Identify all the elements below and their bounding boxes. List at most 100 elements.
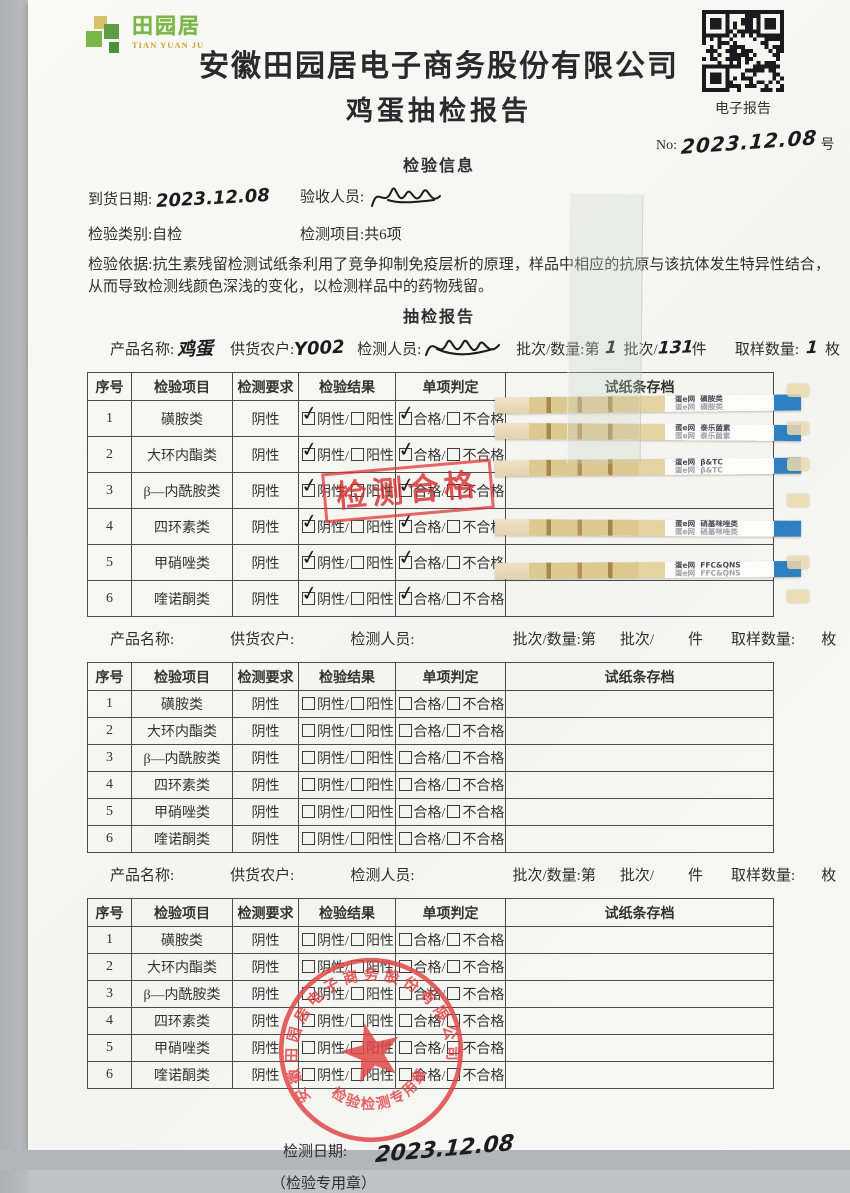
checkbox-pass xyxy=(398,933,412,946)
row-index: 3 xyxy=(87,980,132,1008)
column-header: 检验结果 xyxy=(298,372,396,401)
sample-qty-value xyxy=(795,638,821,639)
checkbox-pass xyxy=(398,519,412,533)
checkbox-positive xyxy=(350,555,364,569)
column-header: 单项判定 xyxy=(395,372,506,401)
option-label: 阳性 xyxy=(365,412,394,428)
inspector-label: 检测人员: xyxy=(350,867,415,884)
report-section: 产品名称: 供货农户: 检测人员: 批次/数量:第 批次/ 件 取样数量: 枚 xyxy=(28,860,850,1089)
checkbox-positive xyxy=(350,591,364,605)
arrival-date-value: 2023.12.08 xyxy=(155,184,271,212)
checkbox-pass xyxy=(398,483,412,497)
batch-unit-label: 件 xyxy=(691,341,707,358)
strip-archive-cell xyxy=(505,544,774,581)
table-header-row: 序号 检验项目 检测要求 检验结果 单项判定 试纸条存档 xyxy=(87,662,774,691)
checkbox-pass xyxy=(398,778,412,791)
option-label: 合格 xyxy=(413,1042,442,1057)
option-label: 阴性 xyxy=(317,484,346,500)
test-item-name: β—内酰胺类 xyxy=(131,472,233,509)
result-cell: 阴性/ 阳性 xyxy=(298,717,396,745)
items-count-label: 检测项目: xyxy=(300,226,365,243)
checkbox-fail xyxy=(447,483,461,497)
batch-qty-value xyxy=(654,637,688,638)
result-cell: 阴性/ 阳性 xyxy=(298,980,396,1008)
batch-label: 批次/数量:第 xyxy=(516,341,600,358)
strip-tape-bit xyxy=(787,590,809,603)
checkbox-fail xyxy=(447,1014,461,1027)
test-date-label: 检测日期: xyxy=(283,1144,348,1160)
requirement-cell: 阴性 xyxy=(232,400,299,437)
option-label: 阴性 xyxy=(317,934,346,949)
checkbox-positive xyxy=(350,1041,364,1054)
checkbox-fail xyxy=(447,960,461,973)
option-label: 不合格 xyxy=(462,806,505,821)
judge-cell: 合格/ 不合格 xyxy=(395,544,506,581)
column-header: 检验结果 xyxy=(298,662,396,691)
checkbox-pass xyxy=(398,697,412,710)
option-label: 阳性 xyxy=(365,448,394,464)
product-name-value: 鸡蛋 xyxy=(176,338,214,361)
strip-archive-cell xyxy=(505,400,774,437)
test-item-name: 甲硝唑类 xyxy=(131,1034,233,1062)
column-header: 试纸条存档 xyxy=(505,662,774,691)
judge-cell: 合格/ 不合格 xyxy=(395,436,506,473)
farmer-value xyxy=(294,873,336,875)
result-cell: 阴性/ 阳性 xyxy=(298,926,396,954)
option-label: 合格 xyxy=(413,779,442,794)
strip-handle xyxy=(773,457,802,474)
judge-cell: 合格/ 不合格 xyxy=(395,580,506,617)
option-label: / xyxy=(345,1069,349,1084)
sample-qty-value xyxy=(795,874,821,875)
checkbox-negative xyxy=(302,447,316,461)
batch-label: 批次/数量:第 xyxy=(512,867,596,884)
checkbox-positive xyxy=(350,960,364,973)
requirement-cell: 阴性 xyxy=(232,980,299,1008)
option-label: 合格 xyxy=(413,961,442,976)
column-header: 检验项目 xyxy=(131,898,233,927)
batch-unit-label: 件 xyxy=(688,867,704,884)
checkbox-positive xyxy=(350,832,364,845)
arrival-date-label: 到货日期: xyxy=(88,191,153,208)
checkbox-fail xyxy=(447,1068,461,1081)
row-index: 4 xyxy=(87,771,132,799)
farmer-value: Y002 xyxy=(293,336,346,360)
report-header: 田园居 TIAN YUAN JU 安徽田园居电子商务股份有限公司 鸡蛋抽检报告 … xyxy=(28,0,850,159)
option-label: / xyxy=(441,1069,446,1084)
column-header: 试纸条存档 xyxy=(505,898,774,927)
option-label: 合格 xyxy=(413,448,442,464)
result-cell: 阴性/ 阳性 xyxy=(298,580,396,617)
company-name: 安徽田园居电子商务股份有限公司 xyxy=(199,50,679,83)
option-label: 不合格 xyxy=(462,961,505,976)
strip-tape-bit xyxy=(787,494,809,507)
option-label: 阴性 xyxy=(317,448,346,464)
option-label: 阳性 xyxy=(365,725,394,740)
result-cell: 阴性/ 阳性 xyxy=(298,436,396,473)
info-row-2: 检验类别: 自检 检测项目:共6项 xyxy=(88,220,850,246)
column-header: 检验结果 xyxy=(298,898,396,927)
result-cell: 阴性/ 阳性 xyxy=(298,744,396,772)
option-label: / xyxy=(441,412,446,428)
checkbox-negative xyxy=(302,987,316,1000)
test-item-name: 喹诺酮类 xyxy=(131,825,233,853)
result-cell: 阴性/ 阳性 xyxy=(298,508,396,545)
judge-cell: 合格/ 不合格 xyxy=(395,508,506,545)
test-item-name: β—内酰胺类 xyxy=(131,744,233,772)
basis-text: 抗生素残留检测试纸条利用了竞争抑制免疫层析的原理，样品中相应的抗原与该抗体发生特… xyxy=(88,257,830,295)
row-index: 6 xyxy=(87,580,132,617)
test-item-name: 喹诺酮类 xyxy=(131,580,233,617)
option-label: / xyxy=(345,806,349,821)
checkbox-negative xyxy=(302,832,316,845)
result-cell: 阴性/ 阳性 xyxy=(298,771,396,799)
option-label: 阳性 xyxy=(365,592,394,608)
checkbox-negative xyxy=(302,805,316,818)
judge-cell: 合格/ 不合格 xyxy=(395,400,506,437)
company-logo: 田园居 TIAN YUAN JU xyxy=(86,16,204,58)
requirement-cell: 阴性 xyxy=(232,717,299,745)
